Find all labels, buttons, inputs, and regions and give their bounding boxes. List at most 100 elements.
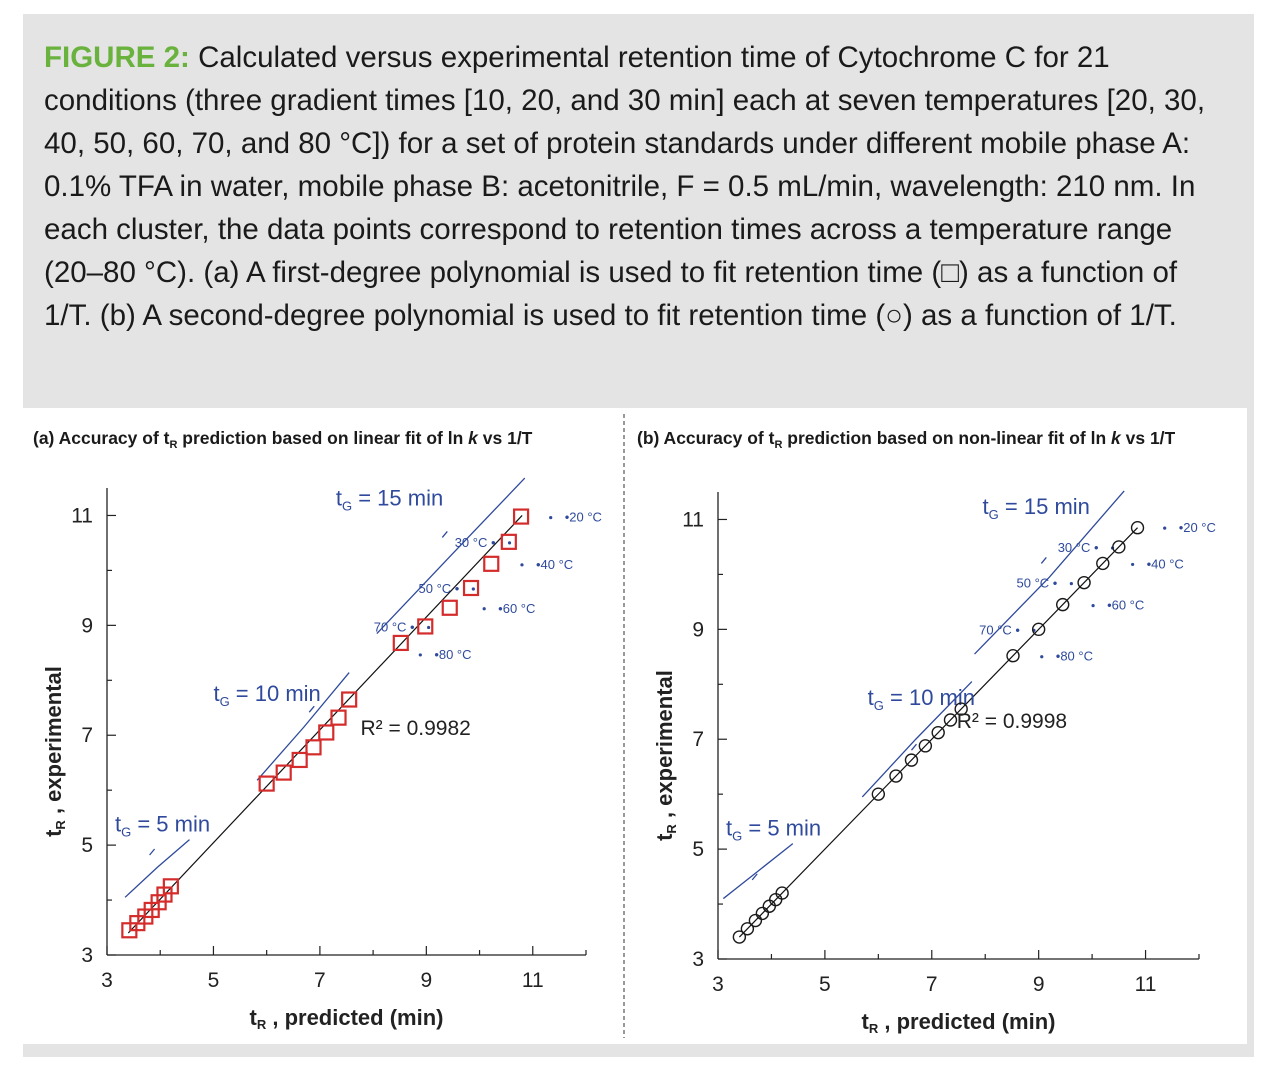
- data-point-circle: [1096, 556, 1110, 571]
- data-point-circle: [1077, 575, 1091, 590]
- x-tick-label: 7: [314, 969, 326, 992]
- temperature-dot: [1131, 562, 1135, 567]
- data-point-square: [417, 618, 434, 635]
- temperature-dot: [1069, 582, 1073, 586]
- temperature-label: •20 °C: [565, 510, 602, 525]
- x-tick-label: 5: [208, 969, 220, 992]
- data-point-circle: [1006, 649, 1020, 663]
- y-tick-label: 7: [692, 728, 704, 751]
- temperature-dot: [427, 625, 431, 630]
- caption-text: Calculated versus experimental retention…: [44, 41, 1206, 332]
- temperature-label: 50 °C •: [419, 581, 460, 596]
- data-point-circle: [1112, 540, 1126, 554]
- temperature-dot: [1040, 655, 1044, 659]
- data-point-circle: [918, 739, 933, 753]
- temperature-dot: [1091, 604, 1095, 608]
- y-tick-label: 9: [692, 618, 704, 641]
- bracket-tick: [441, 531, 448, 538]
- y-axis-label: tR , experimental: [652, 670, 679, 841]
- x-tick-label: 11: [522, 969, 544, 992]
- group-label: tG = 5 min: [726, 815, 821, 843]
- y-tick-label: 3: [692, 948, 704, 971]
- y-tick-label: 7: [81, 724, 93, 747]
- data-point-circle: [954, 702, 968, 716]
- temperature-label: •80 °C: [434, 647, 471, 662]
- bracket-tick: [1040, 557, 1047, 564]
- data-point-circle: [931, 725, 945, 740]
- data-point-circle: [755, 906, 770, 921]
- data-point-circle: [775, 886, 789, 900]
- x-tick-label: 3: [101, 969, 113, 992]
- r-squared-label: R² = 0.9998: [957, 710, 1067, 733]
- data-point-square: [305, 739, 322, 756]
- y-tick-label: 9: [81, 614, 93, 637]
- temperature-label: 70 °C •: [979, 622, 1020, 637]
- temperature-label: 70 °C •: [374, 619, 415, 634]
- group-label: tG = 5 min: [115, 811, 210, 839]
- data-point-circle: [1130, 521, 1145, 535]
- data-point-square: [318, 724, 335, 741]
- data-point-square: [275, 764, 292, 781]
- y-tick-label: 5: [81, 834, 93, 857]
- data-point-square: [341, 691, 358, 708]
- r-squared-label: R² = 0.9982: [361, 717, 471, 740]
- bracket-tick: [308, 705, 315, 713]
- temperature-label: •20 °C: [1179, 520, 1216, 535]
- data-point-square: [392, 634, 409, 652]
- chart-title: (b) Accuracy of tR prediction based on n…: [637, 428, 1176, 451]
- data-point-square: [500, 533, 517, 550]
- group-bracket: [376, 477, 526, 635]
- data-point-circle: [1031, 622, 1046, 637]
- figure-caption: FIGURE 2: Calculated versus experimental…: [44, 36, 1219, 337]
- temperature-dot: [418, 653, 422, 657]
- y-tick-label: 11: [682, 508, 704, 531]
- temperature-label: 30 °C •: [455, 535, 496, 550]
- group-label: tG = 10 min: [213, 681, 320, 709]
- chart-b: (b) Accuracy of tR prediction based on n…: [637, 428, 1216, 1036]
- temperature-dot: [549, 515, 553, 520]
- temperature-dot: [507, 541, 512, 545]
- group-label: tG = 15 min: [336, 486, 443, 514]
- fit-line: [127, 515, 523, 934]
- temperature-label: •60 °C: [1107, 598, 1144, 613]
- plots-panel: (a) Accuracy of tR prediction based on l…: [23, 408, 1247, 1044]
- temperature-label: •60 °C: [498, 601, 535, 616]
- data-point-circle: [732, 930, 747, 944]
- bracket-tick: [910, 743, 917, 751]
- x-tick-label: 3: [712, 973, 724, 996]
- x-axis-label: tR , predicted (min): [862, 1009, 1056, 1036]
- y-tick-label: 5: [692, 838, 704, 861]
- data-point-square: [258, 775, 275, 792]
- chart-title: (a) Accuracy of tR prediction based on l…: [33, 428, 533, 451]
- data-point-square: [483, 555, 500, 572]
- data-point-square: [512, 508, 530, 525]
- temperature-dot: [520, 563, 524, 567]
- group-bracket: [861, 681, 973, 798]
- x-tick-label: 11: [1135, 973, 1157, 996]
- charts-svg: (a) Accuracy of tR prediction based on l…: [33, 414, 1216, 1038]
- group-bracket: [124, 839, 190, 898]
- group-bracket: [256, 672, 350, 781]
- chart-a: (a) Accuracy of tR prediction based on l…: [33, 428, 602, 1032]
- y-tick-label: 11: [71, 504, 93, 527]
- data-point-circle: [889, 769, 903, 783]
- temperature-dot: [1163, 526, 1167, 530]
- x-tick-label: 7: [926, 973, 938, 996]
- group-bracket: [722, 843, 794, 900]
- temperature-label: •40 °C: [1147, 556, 1184, 571]
- bracket-tick: [751, 873, 758, 881]
- x-axis-label: tR , predicted (min): [250, 1005, 444, 1032]
- data-point-circle: [1056, 597, 1070, 612]
- y-axis-label: tR , experimental: [41, 666, 68, 837]
- temperature-label: 30 °C •: [1058, 540, 1099, 555]
- x-tick-label: 5: [819, 973, 831, 996]
- data-point-circle: [943, 713, 958, 727]
- group-label: tG = 15 min: [983, 494, 1090, 522]
- temperature-label: 50 °C •: [1017, 576, 1058, 591]
- temperature-label: •80 °C: [1056, 649, 1093, 664]
- data-point-circle: [871, 787, 886, 801]
- bracket-tick: [149, 848, 156, 856]
- group-label: tG = 10 min: [868, 685, 975, 713]
- fit-line: [738, 527, 1138, 938]
- data-point-square: [441, 599, 458, 616]
